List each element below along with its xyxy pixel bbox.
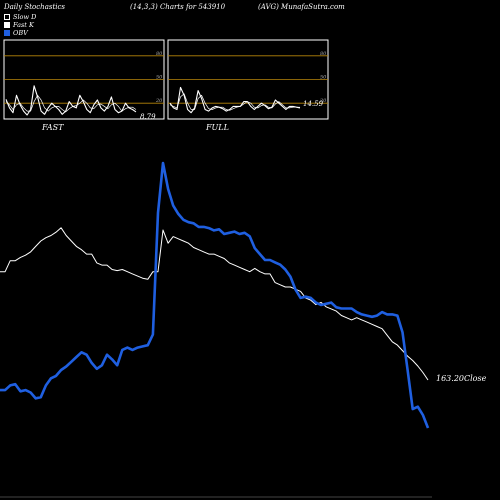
legend-swatch-slow: [4, 14, 10, 20]
legend-label-slow: Slow D: [13, 13, 37, 21]
full-tick-20: 20: [319, 98, 327, 104]
legend-label-obv: OBV: [13, 29, 28, 37]
fast-last-value: 8.79: [140, 113, 156, 121]
fast-tick-20: 20: [155, 98, 163, 104]
close-price-label: 163.20Close: [436, 374, 487, 383]
header-subtitle: (14,3,3) Charts for 543910: [130, 3, 226, 11]
price-obv-panel: 163.20Close: [0, 161, 487, 498]
legend-swatch-fast: [4, 22, 10, 28]
fast-series-slow-d: [5, 94, 137, 113]
full-stochastics-panel: FULL 20 50 80 14.59: [167, 39, 329, 132]
fast-tick-80: 80: [156, 51, 163, 57]
full-series-fast-k: [169, 86, 301, 114]
legend-swatch-obv: [4, 30, 10, 36]
fast-series-fast-k: [5, 85, 137, 116]
legend-label-fast: Fast K: [13, 21, 34, 29]
fast-stochastics-panel: FAST 20 50 80 8.79: [3, 39, 165, 132]
full-tick-50: 50: [320, 75, 327, 81]
obv-line: [0, 161, 430, 429]
legend: Slow D Fast K OBV: [4, 13, 36, 37]
full-last-value: 14.59: [303, 100, 324, 108]
fast-tick-50: 50: [156, 75, 163, 81]
header-site: (AVG) MunafaSutra.com: [258, 3, 345, 11]
full-tick-80: 80: [320, 51, 327, 57]
full-series-slow-d: [169, 93, 300, 111]
header-title: Daily Stochastics: [4, 3, 66, 11]
fast-panel-title: FAST: [41, 123, 64, 132]
legend-item-fast: Fast K: [4, 21, 36, 29]
close-price-line: [0, 227, 429, 381]
legend-item-slow: Slow D: [4, 13, 36, 21]
full-panel-title: FULL: [205, 123, 229, 132]
legend-item-obv: OBV: [4, 29, 36, 37]
